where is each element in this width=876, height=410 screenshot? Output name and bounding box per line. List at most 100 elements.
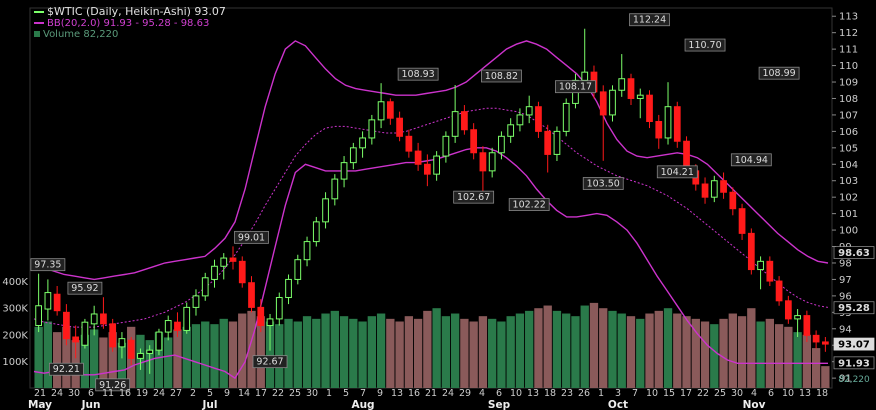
annotation-label: 92.67 bbox=[256, 357, 283, 368]
volume-bar bbox=[534, 308, 543, 388]
volume-bar bbox=[321, 313, 330, 388]
annotation-label: 92.21 bbox=[53, 364, 80, 375]
x-tick-label: 29 bbox=[459, 388, 471, 399]
volume-bar bbox=[756, 321, 765, 388]
candle-body bbox=[377, 101, 385, 121]
value-marker-label: 95.28 bbox=[838, 303, 870, 314]
volume-bar bbox=[395, 321, 404, 388]
candle-icon bbox=[34, 11, 44, 13]
x-tick-label: 17 bbox=[680, 388, 692, 399]
volume-bar bbox=[608, 310, 617, 388]
volume-bar bbox=[450, 313, 460, 388]
x-tick-label: 16 bbox=[408, 388, 420, 399]
volume-bar bbox=[256, 316, 265, 388]
volume-bar bbox=[182, 326, 191, 388]
candle-body bbox=[192, 295, 200, 308]
price-tick-label: 101 bbox=[839, 209, 858, 220]
annotation-box bbox=[48, 362, 84, 376]
price-tick-label: 97 bbox=[839, 275, 852, 286]
candle-body bbox=[535, 106, 542, 132]
volume-bar bbox=[367, 316, 377, 388]
volume-bar bbox=[571, 316, 580, 388]
annotation-label: 108.17 bbox=[559, 82, 592, 93]
volume-bar bbox=[552, 310, 562, 388]
volume-bar bbox=[793, 332, 802, 388]
candle-body bbox=[701, 183, 709, 198]
candle-body bbox=[461, 111, 468, 131]
candle-body bbox=[442, 135, 450, 157]
price-tick-label: 104 bbox=[839, 160, 858, 171]
value-marker-label: 98.63 bbox=[838, 248, 870, 259]
annotation-label: 110.70 bbox=[688, 40, 721, 51]
candle-body bbox=[294, 259, 302, 280]
volume-bar bbox=[265, 321, 275, 388]
volume-bar bbox=[543, 305, 552, 388]
candle-body bbox=[248, 282, 255, 308]
volume-bar bbox=[617, 313, 626, 388]
annotation-label: 108.93 bbox=[401, 69, 434, 80]
candle-body bbox=[627, 78, 635, 99]
volume-bar bbox=[247, 310, 256, 388]
x-tick-label: 2 bbox=[190, 388, 196, 399]
candle-body bbox=[507, 124, 515, 137]
candle-body bbox=[673, 106, 681, 142]
price-tick-label: 96 bbox=[839, 291, 852, 302]
month-label: Nov bbox=[743, 399, 766, 410]
candle-body bbox=[646, 94, 653, 123]
candle-body bbox=[757, 260, 764, 271]
volume-bar bbox=[99, 337, 108, 388]
x-tick-label: 19 bbox=[136, 388, 148, 399]
candle-body bbox=[155, 331, 163, 351]
x-tick-label: 24 bbox=[51, 388, 63, 399]
value-marker-box bbox=[833, 337, 875, 351]
candle-body bbox=[285, 278, 292, 299]
candle-body bbox=[636, 94, 644, 99]
line-icon bbox=[34, 22, 44, 24]
annotation-label: 108.82 bbox=[485, 71, 518, 82]
candle-body bbox=[257, 306, 265, 326]
legend-bb: BB(20,2.0) 91.93 - 95.28 - 98.63 bbox=[34, 18, 226, 29]
value-marker-box bbox=[833, 356, 875, 370]
x-tick-label: 24 bbox=[442, 388, 454, 399]
candle-body bbox=[479, 152, 487, 172]
price-tick-label: 105 bbox=[839, 143, 858, 154]
volume-bar bbox=[432, 308, 441, 388]
candle-body bbox=[53, 293, 61, 312]
x-tick-label: 7 bbox=[360, 388, 366, 399]
volume-bar bbox=[164, 337, 173, 388]
price-tick-label: 106 bbox=[839, 127, 858, 138]
annotation-label: 103.50 bbox=[587, 179, 620, 190]
volume-bar bbox=[413, 318, 423, 388]
price-tick-label: 100 bbox=[839, 226, 858, 237]
x-tick-label: 5 bbox=[207, 388, 213, 399]
legend-volume: Volume 82,220 bbox=[34, 29, 226, 40]
x-tick-label: 1 bbox=[326, 388, 332, 399]
annotation-box bbox=[67, 281, 103, 295]
annotation-box bbox=[397, 67, 439, 81]
candle-body bbox=[238, 260, 246, 284]
annotation-label: 102.22 bbox=[513, 200, 546, 211]
price-tick-label: 103 bbox=[839, 176, 858, 187]
x-tick-label: 6 bbox=[496, 388, 502, 399]
value-marker-box bbox=[833, 301, 875, 315]
volume-bar bbox=[737, 316, 747, 388]
candle-body bbox=[349, 147, 357, 164]
candle-body bbox=[386, 101, 394, 119]
candle-body bbox=[424, 163, 431, 175]
bollinger-upper-line bbox=[33, 40, 829, 281]
volume-bar bbox=[802, 334, 812, 388]
volume-bar bbox=[469, 321, 478, 388]
candle-body bbox=[81, 321, 89, 346]
volume-bar bbox=[636, 318, 645, 388]
volume-bar bbox=[173, 329, 182, 388]
volume-bar bbox=[423, 310, 432, 388]
x-tick-label: 7 bbox=[632, 388, 638, 399]
x-tick-label: 4 bbox=[751, 388, 757, 399]
candle-body bbox=[812, 334, 820, 343]
annotation-label: 104.21 bbox=[661, 167, 694, 178]
price-tick-label: 107 bbox=[839, 110, 858, 121]
candle-body bbox=[109, 323, 117, 348]
month-label: Sep bbox=[488, 399, 511, 410]
legend-bb-text: BB(20,2.0) 91.93 - 95.28 - 98.63 bbox=[47, 18, 210, 29]
